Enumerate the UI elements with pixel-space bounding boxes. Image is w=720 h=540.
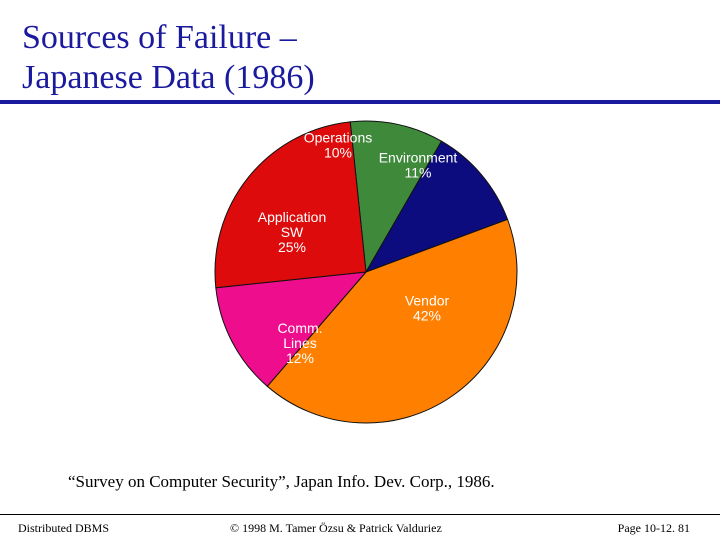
pie-slice-label: Comm. Lines 12%: [277, 320, 322, 366]
pie-slice-label: Operations 10%: [304, 130, 372, 161]
pie-slice: [214, 121, 367, 289]
pie-slice-label-line: Operations: [304, 130, 372, 146]
pie-slice: [349, 120, 443, 274]
title-line-2: Japanese Data (1986): [22, 59, 315, 96]
pie-slice-label-line: 12%: [286, 350, 314, 366]
source-citation: “Survey on Computer Security”, Japan Inf…: [68, 472, 495, 491]
pie-slice-label-line: Application: [258, 209, 327, 225]
footer-course: Distributed DBMS: [18, 521, 110, 535]
pie-slice-label-line: Lines: [283, 335, 316, 351]
pie-slice-label-line: SW: [281, 224, 304, 240]
slide-title: Sources of Failure – Japanese Data (1986…: [22, 18, 315, 98]
title-rule: [0, 100, 720, 104]
pie-slice-label-line: Vendor: [405, 293, 450, 309]
pie-slice-label-line: 42%: [413, 308, 441, 324]
pie-slice-label-line: Comm.: [277, 320, 322, 336]
pie-slice: [215, 271, 368, 388]
footer-page-number: Page 10-12. 81: [617, 521, 690, 535]
pie-slice: [266, 218, 518, 424]
pie-slice-label: Vendor 42%: [405, 293, 450, 324]
pie-slice-label-line: 11%: [405, 165, 432, 181]
pie-slice-label-line: Environment: [379, 150, 458, 166]
pie-slice-label-line: 10%: [324, 145, 352, 161]
footer-rule: [0, 514, 720, 515]
title-line-1: Sources of Failure –: [22, 19, 297, 56]
footer-copyright: © 1998 M. Tamer Özsu & Patrick Valduriez: [230, 521, 442, 535]
pie-slice: [364, 140, 509, 273]
pie-slice-label-line: 25%: [278, 239, 306, 255]
pie-slice-label: Environment 11%: [379, 150, 458, 181]
pie-slice-label: Application SW 25%: [258, 209, 327, 255]
